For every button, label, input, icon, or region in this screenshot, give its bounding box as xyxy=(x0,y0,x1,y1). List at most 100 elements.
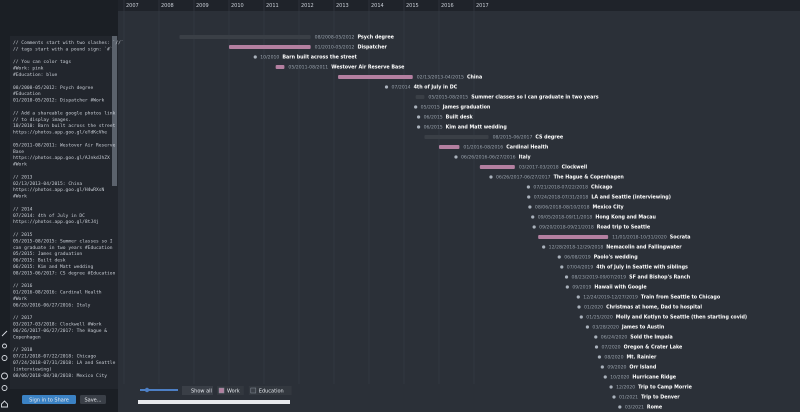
code-line: 02/13/2013-04/2015: China xyxy=(13,181,82,187)
show-all-label[interactable]: Show all xyxy=(191,389,212,395)
code-line: https://photos.app.goo.gl/H4wRXsN xyxy=(13,187,105,193)
compass-icon[interactable] xyxy=(1,355,8,361)
event-date: 06/2015 xyxy=(424,115,443,121)
code-line: 10/2010: Barn built across the street xyxy=(13,123,116,129)
user-icon[interactable] xyxy=(2,343,7,349)
event-title: LA and Seattle (interviewing) xyxy=(591,195,671,201)
event-label: 10/2010 Barn built across the street xyxy=(260,55,357,61)
code-line: // 2015 xyxy=(13,232,33,238)
event-date: 03/2021 xyxy=(625,405,644,411)
event-dot xyxy=(594,345,599,349)
code-line: https://photos.app.goo.gl/AJnkdJhZX xyxy=(13,155,110,161)
event-title: Socrata xyxy=(670,235,691,241)
sign-in-label[interactable]: Sign in to Share xyxy=(29,398,69,404)
event-label: 07/24/2018-07/31/2018 LA and Seattle (int… xyxy=(534,195,671,201)
code-line: 08/2008-05/2012: Psych degree xyxy=(13,85,93,91)
code-line: Base xyxy=(13,149,24,155)
event-date: 01/2021 xyxy=(619,395,638,401)
code-line: #Work: pink xyxy=(13,66,44,72)
zoom-slider[interactable] xyxy=(140,389,178,391)
event-label: 05/2015 James graduation xyxy=(421,105,491,111)
code-line: https://photos.app.goo.gl/8tJ4j xyxy=(13,219,99,225)
event-label: 06/2015 Kim and Matt wedding xyxy=(424,125,508,131)
home-icon[interactable] xyxy=(1,400,8,408)
code-line: (interviewing) xyxy=(13,366,52,372)
event-dot xyxy=(594,335,598,339)
zoom-handle[interactable] xyxy=(144,387,150,393)
event-title: Barn built across the street xyxy=(282,55,357,61)
event-label: 12/24/2019-12/27/2019 Train from Seattle … xyxy=(583,295,721,301)
event-title: SF and Bishop's Ranch xyxy=(629,275,691,281)
event-label: 06/26/2016-06/27/2016 Italy xyxy=(461,155,532,161)
year-label: 2009 xyxy=(196,3,209,9)
editor-scrollbar[interactable] xyxy=(112,36,117,186)
code-line: 01/2016-08/2016: Cardinal Health xyxy=(13,290,102,296)
sign-in-button[interactable] xyxy=(22,395,76,404)
event-title: China xyxy=(467,75,482,81)
event-label: 02/13/2013-04/2015 China xyxy=(417,75,482,81)
event-title: Chicago xyxy=(591,185,613,191)
code-line: 08/06/2018-08/10/2018: Mexico City xyxy=(13,373,107,379)
tag-checkbox[interactable] xyxy=(250,387,257,394)
save-button[interactable] xyxy=(80,395,106,404)
edit-icon[interactable] xyxy=(1,330,8,337)
year-label: 2011 xyxy=(266,3,279,9)
github-icon[interactable] xyxy=(1,385,8,391)
save-label[interactable]: Save... xyxy=(84,398,101,404)
event-label: 07/2014 4th of July in DC xyxy=(392,85,458,91)
event-title: Train from Seattle to Chicago xyxy=(641,295,721,301)
code-line: 01/2010-05/2012: Dispatcher #Work xyxy=(13,98,105,104)
event-date: 10/2010 xyxy=(260,55,279,61)
horizontal-scrollbar[interactable] xyxy=(138,400,290,404)
event-label: 08/23/2019-09/07/2019 SF and Bishop's Ran… xyxy=(572,275,691,281)
event-title: Trip to Camp Morrie xyxy=(638,385,692,391)
code-line: 06/26/2017-06/27/2017: The Hague & xyxy=(13,328,107,334)
event-date: 12/24/2019-12/27/2019 xyxy=(583,295,638,301)
code-line: #Work xyxy=(13,162,27,168)
event-bar xyxy=(338,75,413,79)
event-dot xyxy=(454,155,458,159)
event-title: 4th of July in DC xyxy=(414,85,458,91)
settings-icon[interactable] xyxy=(1,372,8,380)
event-label: 05/2011-08/2011 Westover Air Reserve Base xyxy=(288,65,405,71)
code-line: 08/2015-06/2017: CS degree #Education xyxy=(13,270,116,276)
code-line: #Education: blue xyxy=(13,72,57,78)
event-bar xyxy=(275,65,285,69)
event-date: 01/2020 xyxy=(584,305,603,311)
event-label: 08/2008-05/2012 Psych degree xyxy=(315,35,395,41)
event-date: 02/13/2013-04/2015 xyxy=(417,75,464,81)
event-title: Trip to Denver xyxy=(641,395,680,401)
event-dot xyxy=(560,265,564,269)
code-line: #Work xyxy=(13,194,27,200)
year-label: 2014 xyxy=(371,3,384,9)
event-dot xyxy=(565,285,569,289)
code-line: 07/2014: 4th of July in DC xyxy=(13,213,85,219)
event-bar xyxy=(538,235,609,239)
event-date: 08/2015-06/2017 xyxy=(493,135,533,141)
event-title: Sold the Impala xyxy=(630,335,672,341)
event-date: 03/28/2020 xyxy=(592,325,619,331)
event-label: 06/2015 Built desk xyxy=(424,115,474,121)
event-title: The Hague & Copenhagen xyxy=(554,175,625,181)
event-title: James to Austin xyxy=(621,325,665,331)
event-title: Psych degree xyxy=(357,35,394,41)
event-dot xyxy=(585,325,590,329)
event-title: Hong Kong and Macau xyxy=(595,215,656,221)
tag-filter xyxy=(217,386,244,395)
event-title: Clockwell xyxy=(562,165,588,171)
event-date: 09/2020 xyxy=(607,365,626,371)
events: 08/2008-05/2012 Psych degree01/2010-05/20… xyxy=(179,35,747,411)
event-date: 01/2016-08/2016 xyxy=(463,145,503,151)
event-dot xyxy=(600,365,604,369)
show-all-button[interactable] xyxy=(182,386,213,395)
event-dot xyxy=(526,185,531,189)
event-title: CS degree xyxy=(535,135,563,141)
code-line: // You can color tags xyxy=(13,59,71,65)
event-date: 06/08/2019 xyxy=(564,255,591,261)
event-label: 07/04/2019 4th of July in Seattle with si… xyxy=(567,265,688,271)
icons xyxy=(1,330,8,408)
tag-label: Education xyxy=(259,389,284,395)
tag-checkbox[interactable] xyxy=(218,387,225,394)
year-label: 2013 xyxy=(336,3,349,9)
event-dot xyxy=(618,405,622,409)
